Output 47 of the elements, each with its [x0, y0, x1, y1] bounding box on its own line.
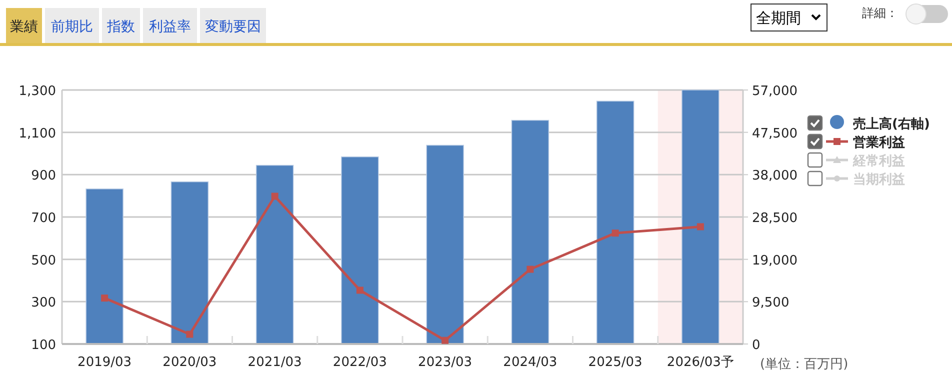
y2-tick-label: 38,000 — [752, 168, 798, 184]
x-tick-label: 2022/03 — [332, 355, 387, 370]
point — [526, 266, 534, 273]
y-tick-label: 1,300 — [18, 84, 56, 99]
bar — [341, 156, 379, 344]
point — [356, 286, 364, 294]
y2-tick-label: 47,500 — [752, 126, 798, 142]
text: 前期比 — [51, 19, 93, 35]
y2-tick-label: 0 — [752, 338, 760, 353]
legend-label: 営業利益 — [853, 134, 905, 150]
text: 全期間 — [756, 9, 801, 27]
y2-tick-label: 57,000 — [752, 84, 798, 99]
bar — [86, 188, 124, 344]
x-tick-label: 2019/03 — [78, 355, 132, 370]
text: 詳細： — [862, 6, 898, 20]
point — [696, 223, 704, 230]
y-tick-label: 1,100 — [18, 126, 56, 142]
y-tick-label: 700 — [31, 211, 56, 226]
text: 変動要因 — [205, 19, 261, 35]
point — [186, 330, 194, 338]
y2-tick-label: 9,500 — [752, 296, 790, 311]
y-tick-label: 300 — [31, 296, 56, 311]
legend-label: 売上高(右軸) — [853, 116, 930, 132]
y2-tick-label: 19,000 — [752, 253, 798, 268]
x-tick-label: 2023/03 — [418, 355, 472, 370]
bar — [170, 181, 209, 344]
bar — [426, 144, 464, 344]
y2-tick-label: 28,500 — [752, 211, 798, 226]
point — [101, 294, 108, 302]
point — [271, 192, 278, 200]
point — [612, 230, 619, 237]
bar — [511, 120, 550, 344]
x-tick-label: 2026/03予 — [666, 355, 734, 370]
bar — [256, 164, 294, 344]
x-tick-label: 2024/03 — [503, 355, 558, 370]
y-tick-label: 100 — [31, 338, 56, 353]
text: 業績 — [10, 19, 38, 35]
x-tick-label: 2021/03 — [248, 355, 302, 370]
text: 指数 — [106, 19, 135, 35]
y-tick-label: 900 — [31, 168, 56, 184]
x-tick-label: 2025/03 — [588, 355, 642, 370]
text: (単位：百万円) — [760, 357, 848, 372]
x-tick-label: 2020/03 — [162, 355, 217, 370]
point — [442, 336, 449, 344]
text: 利益率 — [149, 19, 191, 35]
bar — [596, 100, 634, 344]
y-tick-label: 500 — [31, 253, 56, 268]
